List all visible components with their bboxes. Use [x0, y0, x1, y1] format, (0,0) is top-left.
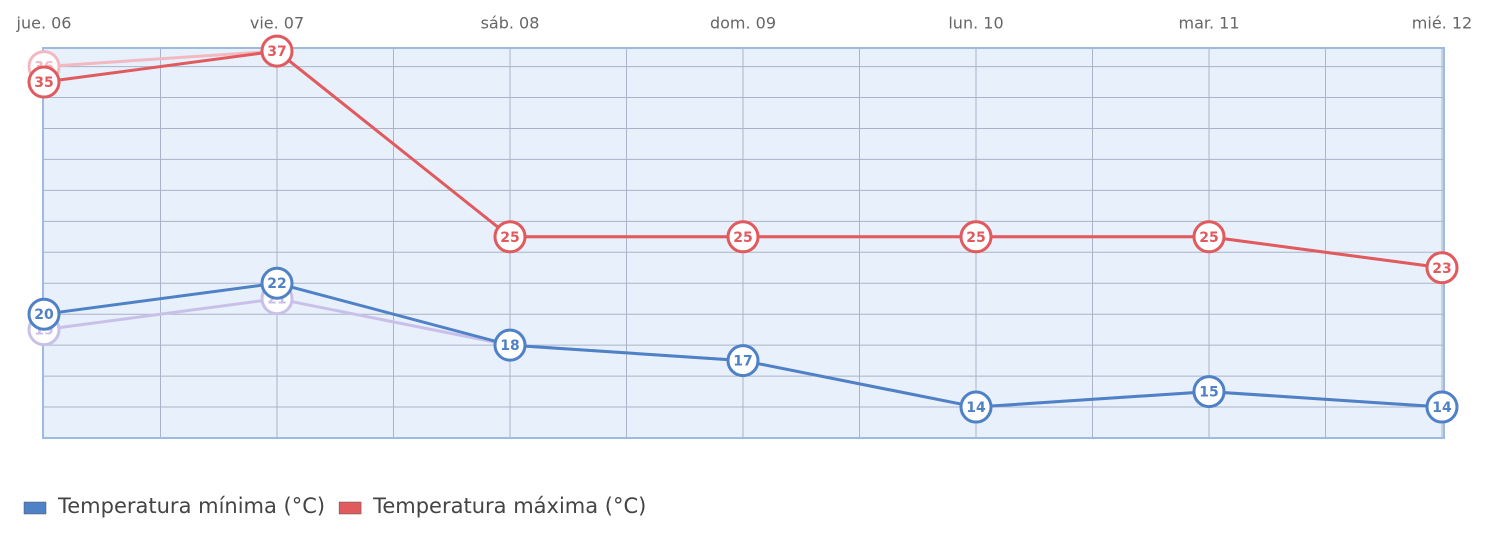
data-label: 14 — [1432, 400, 1452, 416]
data-label: 17 — [733, 354, 752, 370]
data-point — [27, 65, 61, 99]
data-label: 18 — [500, 338, 519, 354]
data-point — [1192, 375, 1226, 409]
x-tick-label: dom. 09 — [710, 14, 776, 33]
data-point — [260, 266, 294, 300]
data-label: 35 — [34, 75, 53, 91]
data-point — [726, 344, 760, 378]
data-point — [1192, 220, 1226, 254]
data-label: 25 — [1199, 230, 1218, 246]
data-point — [493, 220, 527, 254]
x-tick-label: mar. 11 — [1178, 14, 1239, 33]
data-point — [959, 220, 993, 254]
legend-swatch — [23, 501, 47, 515]
legend-label: Temperatura mínima (°C) — [57, 494, 325, 518]
legend-label: Temperatura máxima (°C) — [372, 494, 646, 518]
data-point — [959, 390, 993, 424]
data-label: 37 — [267, 44, 286, 60]
data-label: 25 — [733, 230, 752, 246]
data-point — [726, 220, 760, 254]
data-point — [1425, 390, 1459, 424]
x-tick-label: lun. 10 — [948, 14, 1003, 33]
data-point — [493, 328, 527, 362]
data-label: 15 — [1199, 385, 1218, 401]
data-label: 22 — [267, 276, 286, 292]
data-label: 23 — [1432, 261, 1451, 277]
data-label: 25 — [966, 230, 985, 246]
data-point — [260, 34, 294, 68]
data-point — [27, 297, 61, 331]
data-point — [1425, 251, 1459, 285]
plot-border — [42, 47, 1445, 439]
x-tick-label: vie. 07 — [250, 14, 304, 33]
x-tick-label: jue. 06 — [16, 14, 72, 33]
data-label: 20 — [34, 307, 54, 323]
data-label: 14 — [966, 400, 986, 416]
legend-swatch — [338, 501, 362, 515]
data-label: 25 — [500, 230, 519, 246]
x-tick-label: sáb. 08 — [481, 14, 540, 33]
x-tick-label: mié. 12 — [1412, 14, 1472, 33]
